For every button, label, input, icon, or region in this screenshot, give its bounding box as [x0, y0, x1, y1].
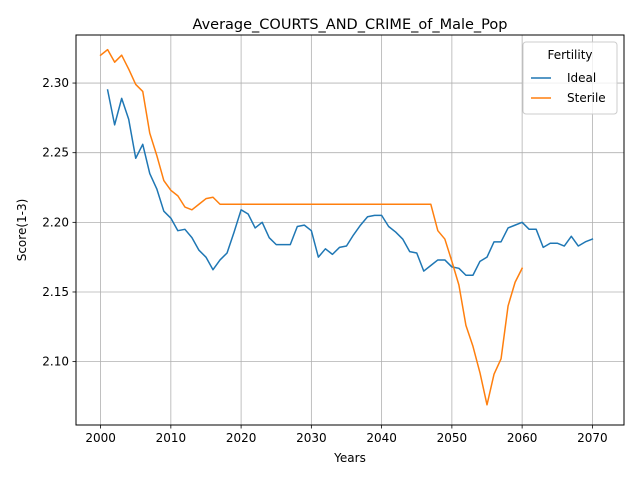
- y-axis: 2.10 2.15 2.20 2.25 2.30: [42, 76, 76, 369]
- y-tick-label: 2.25: [42, 146, 69, 160]
- legend-label-ideal: Ideal: [567, 71, 596, 85]
- x-axis-title: Years: [333, 451, 366, 465]
- x-tick-label: 2020: [226, 431, 257, 445]
- legend-box: [522, 41, 618, 115]
- chart-title: Average_COURTS_AND_CRIME_of_Male_Pop: [193, 17, 508, 33]
- x-tick-label: 2050: [437, 431, 468, 445]
- y-tick-label: 2.15: [42, 285, 69, 299]
- plot-frame: [75, 34, 625, 426]
- series-lines: [99, 48, 594, 406]
- legend-label-sterile: Sterile: [567, 91, 606, 105]
- legend: Fertility Ideal Sterile: [522, 41, 618, 115]
- x-axis: 2000 2010 2020 2030 2040 2050 2060 2070: [85, 425, 608, 445]
- x-tick-label: 2060: [507, 431, 538, 445]
- x-tick-label: 2040: [366, 431, 397, 445]
- y-tick-label: 2.30: [42, 76, 69, 90]
- y-tick-label: 2.10: [42, 355, 69, 369]
- series-line-ideal: [106, 89, 594, 277]
- series-line-sterile: [99, 48, 524, 406]
- x-tick-label: 2010: [156, 431, 187, 445]
- legend-title: Fertility: [547, 48, 592, 62]
- x-tick-label: 2030: [296, 431, 327, 445]
- y-tick-label: 2.20: [42, 215, 69, 229]
- x-tick-label: 2070: [577, 431, 608, 445]
- x-tick-label: 2000: [85, 431, 116, 445]
- y-axis-title: Score(1-3): [15, 199, 29, 262]
